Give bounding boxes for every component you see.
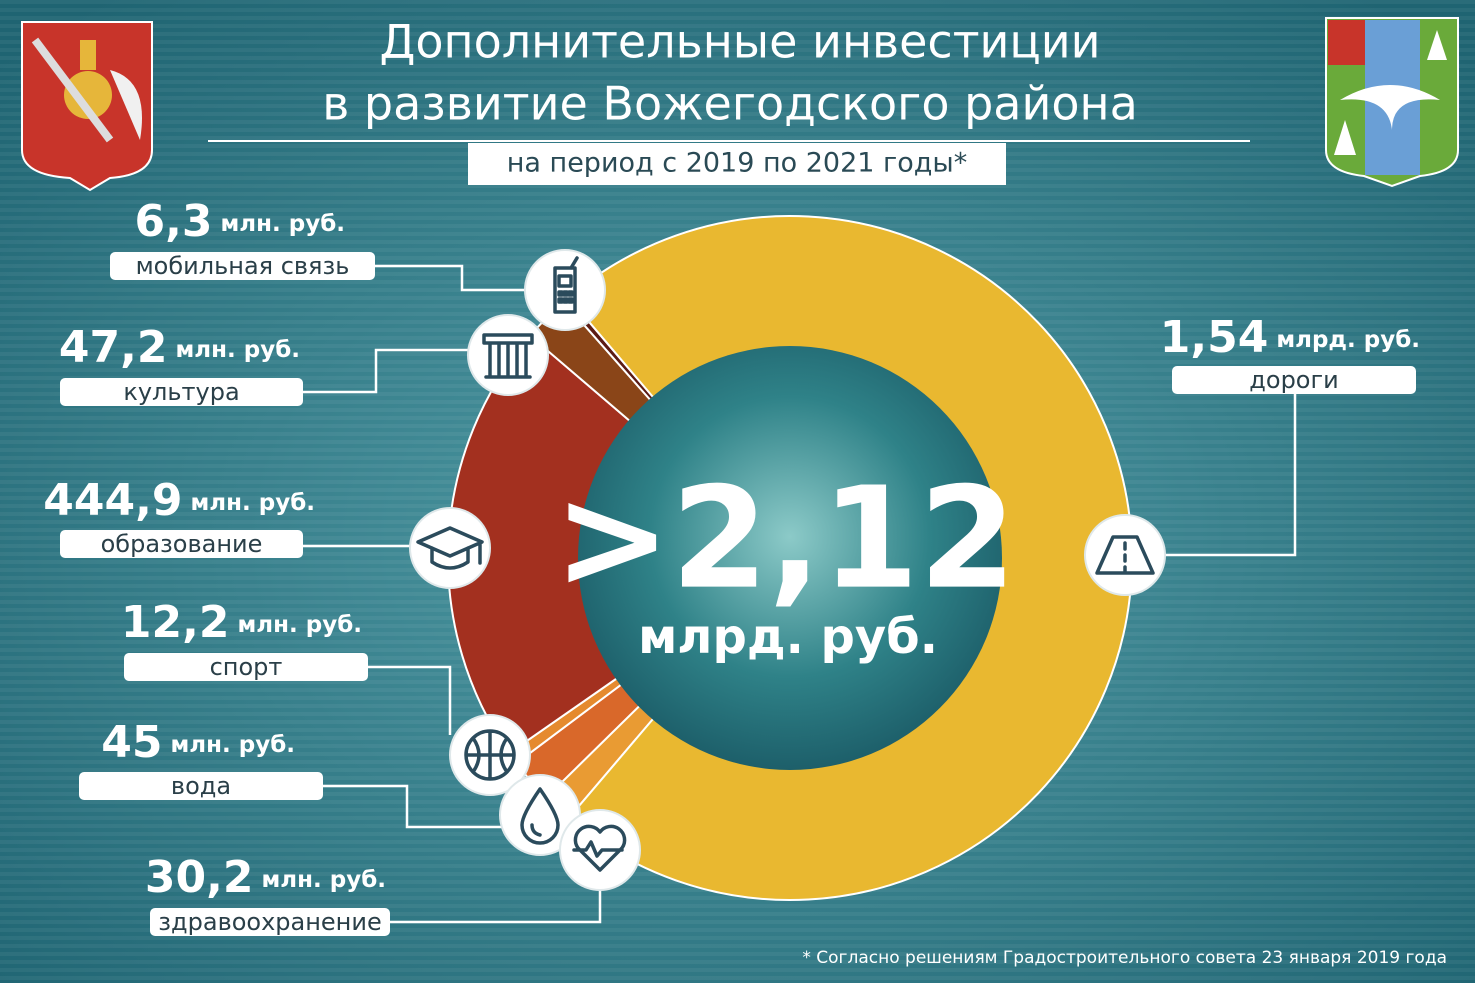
center-value: >2,12	[554, 458, 1017, 621]
value-number: 1,54	[1160, 312, 1269, 363]
category-pill	[1172, 366, 1416, 394]
center-unit: млрд. руб.	[638, 609, 938, 665]
value-label: 444,9 млн. руб.	[43, 475, 315, 526]
value-label: 12,2 млн. руб.	[121, 597, 362, 648]
value-label: 30,2 млн. руб.	[145, 852, 386, 903]
category-label: культура	[123, 378, 239, 406]
donut-center	[578, 346, 1002, 770]
connector-line	[375, 264, 525, 292]
value-unit: млрд. руб.	[1276, 327, 1420, 353]
connector-line	[323, 784, 502, 829]
title-line: Дополнительные инвестиции	[379, 15, 1100, 69]
value-unit: млн. руб.	[170, 732, 295, 758]
value-unit: млн. руб.	[190, 490, 315, 516]
value-number: 444,9	[43, 475, 182, 526]
category-pill	[60, 378, 303, 406]
value-unit: млн. руб.	[220, 211, 345, 237]
value-number: 6,3	[135, 196, 213, 247]
value-unit: млн. руб.	[237, 612, 362, 638]
value-label: 6,3 млн. руб.	[135, 196, 346, 247]
value-number: 12,2	[121, 597, 230, 648]
footnote: * Согласно решениям Градостроительного с…	[802, 948, 1447, 968]
category-label: образование	[101, 530, 263, 558]
category-label: дороги	[1249, 366, 1338, 394]
category-icon	[553, 256, 579, 314]
category-label: здравоохранение	[158, 908, 381, 936]
category-icon	[572, 824, 627, 872]
category-pill	[79, 772, 323, 800]
connector-line	[303, 348, 470, 394]
value-number: 47,2	[59, 322, 168, 373]
category-pill	[110, 252, 375, 280]
value-label: 47,2 млн. руб.	[59, 322, 300, 373]
category-pill	[150, 908, 390, 936]
category-pill	[60, 530, 303, 558]
coat-of-arms-left	[21, 21, 153, 192]
category-label: спорт	[210, 653, 283, 681]
category-icon-circle	[409, 507, 491, 589]
value-number: 30,2	[145, 852, 254, 903]
category-label: мобильная связь	[136, 252, 350, 280]
value-unit: млн. руб.	[175, 337, 300, 363]
connector-line	[390, 890, 602, 924]
value-label: 45 млн. руб.	[101, 717, 295, 768]
connector-line	[368, 665, 452, 735]
category-icon	[1095, 535, 1155, 575]
category-icon	[482, 333, 534, 379]
value-label: 1,54 млрд. руб.	[1160, 312, 1420, 363]
category-icon-circle	[524, 249, 606, 331]
subtitle: на период с 2019 по 2021 годы*	[507, 148, 967, 179]
category-icon	[416, 526, 484, 570]
title-line: в развитие Вожегодского района	[322, 77, 1138, 131]
coat-of-arms-right	[1325, 17, 1459, 188]
connector-line	[1165, 394, 1297, 557]
category-icon	[464, 729, 516, 781]
value-number: 45	[101, 717, 162, 768]
category-icon	[520, 787, 560, 845]
value-unit: млн. руб.	[261, 867, 386, 893]
category-label: вода	[171, 772, 231, 800]
category-pill	[124, 653, 368, 681]
subtitle-box	[468, 143, 1006, 185]
